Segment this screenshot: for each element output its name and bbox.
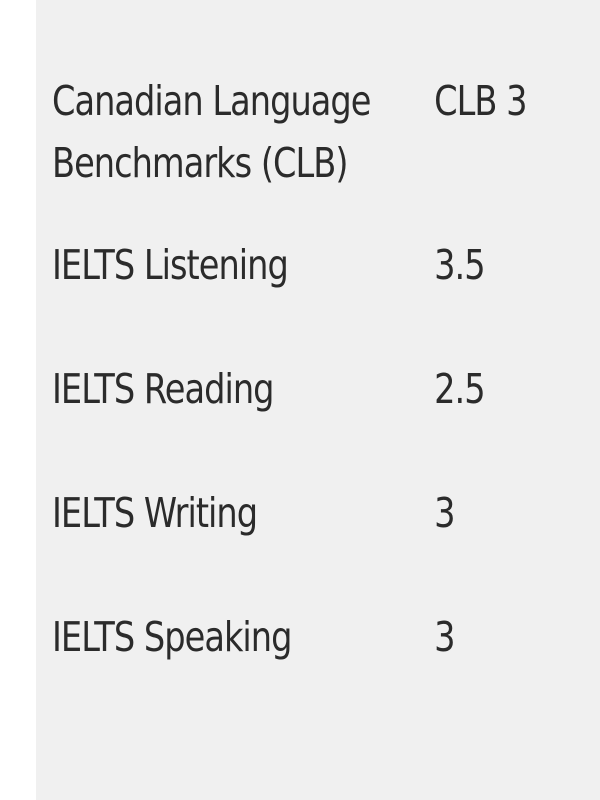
table-row-writing: IELTS Writing 3: [52, 482, 487, 606]
row-label: IELTS Listening: [52, 241, 289, 289]
row-value: 2.5: [434, 365, 486, 413]
row-value: 3: [434, 489, 455, 537]
row-value: 3.5: [434, 241, 486, 289]
row-label-line: Benchmarks (CLB): [52, 139, 348, 187]
score-table: Canadian Language Benchmarks (CLB) CLB 3…: [52, 70, 528, 730]
row-label: IELTS Reading: [52, 365, 274, 413]
table-row-listening: IELTS Listening 3.5: [52, 234, 487, 358]
content-panel: [36, 0, 600, 800]
table-row-clb: Canadian Language Benchmarks (CLB) CLB 3: [52, 70, 528, 234]
row-label-line: Canadian Language: [52, 77, 371, 125]
table-row-reading: IELTS Reading 2.5: [52, 358, 487, 482]
table-row-speaking: IELTS Speaking 3: [52, 606, 487, 730]
row-label: IELTS Speaking: [52, 613, 292, 661]
row-label: IELTS Writing: [52, 489, 258, 537]
row-value: 3: [434, 613, 455, 661]
row-value: CLB 3: [434, 77, 527, 125]
row-label: Canadian Language Benchmarks (CLB): [52, 70, 434, 194]
